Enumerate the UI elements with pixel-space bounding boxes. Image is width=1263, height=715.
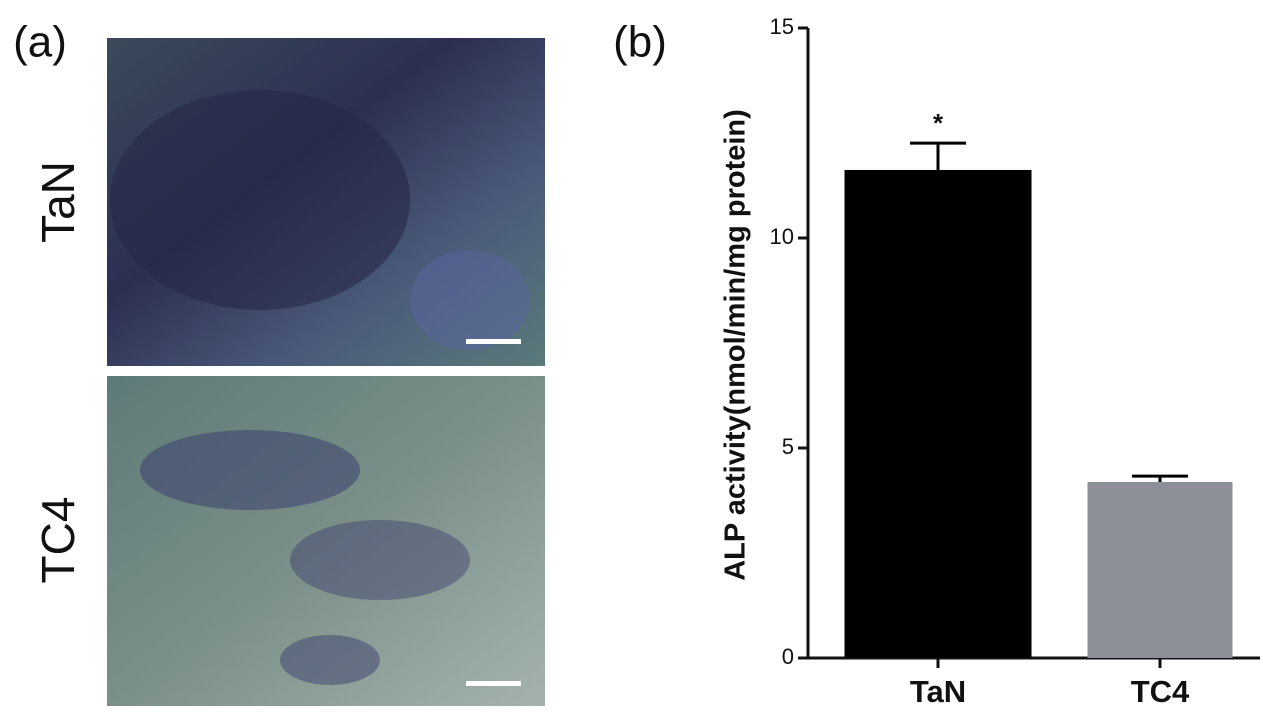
stain [410,250,530,350]
bar [1087,482,1233,658]
error-bar [1132,474,1188,483]
y-tick-label: 5 [782,434,794,459]
y-tick-label: 10 [770,224,794,249]
scale-bar [466,681,521,686]
y-tick-label: 0 [782,644,794,669]
x-tick-label: TC4 [1131,674,1190,709]
panel-label: (a) [13,18,67,67]
y-axis-label: ALP activity(nmol/min/mg protein) [720,109,752,581]
stain [280,635,380,685]
scale-bar [466,339,521,344]
stain [110,90,410,310]
error-bar [910,141,966,170]
image-label: TC4 [32,497,84,584]
y-tick-label: 15 [770,14,794,39]
stain [140,430,360,510]
stain [290,520,470,600]
x-tick-label: TaN [910,674,966,709]
significance-label: * [933,108,944,138]
image-label: TaN [32,161,84,243]
bar [844,169,1032,658]
panel-label: (b) [613,18,667,67]
